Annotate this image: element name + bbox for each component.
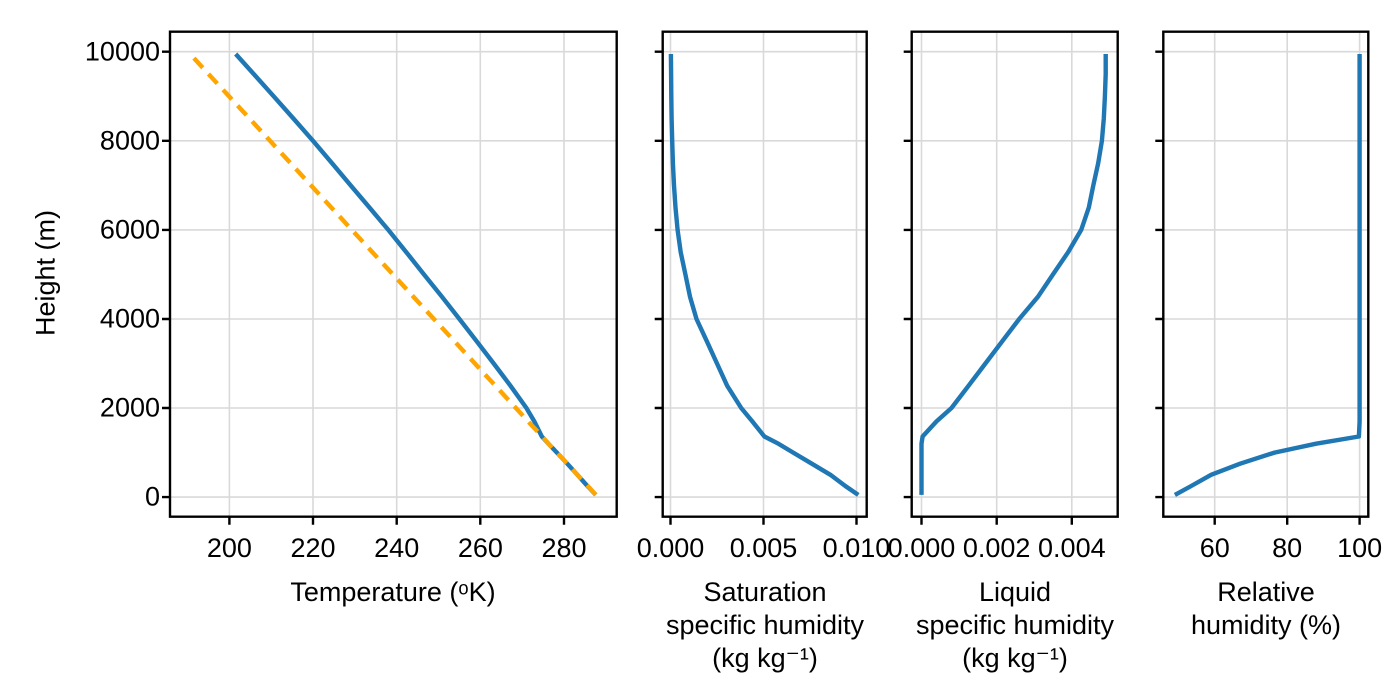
y-tick-label: 2000	[99, 392, 160, 423]
y-tick-label: 0	[144, 481, 160, 512]
x-axis-label-saturation-humidity: Saturation specific humidity (kg kg⁻¹)	[565, 576, 965, 675]
x-axis-label-line: specific humidity	[915, 610, 1115, 640]
y-tick-label: 6000	[99, 214, 160, 245]
gridlines	[911, 31, 1118, 517]
x-axis-label-line: Relative	[1217, 577, 1315, 607]
x-tick-label: 220	[290, 533, 336, 563]
y-tick-label: 8000	[99, 125, 160, 156]
y-axis-label: Height (m)	[30, 209, 61, 337]
tick-marks	[903, 50, 1073, 525]
x-axis-label-temperature: Temperature (ᵒK)	[193, 576, 593, 609]
x-axis-label-relative-humidity: Relative humidity (%)	[1066, 576, 1400, 642]
axes-frame	[661, 30, 868, 518]
x-tick-label: 80	[1272, 533, 1303, 563]
x-tick-label: 200	[206, 533, 252, 563]
x-tick-label: 0.004	[1038, 533, 1106, 563]
x-axis-label-line: Temperature (ᵒK)	[290, 577, 496, 607]
x-axis-label-line: Liquid	[978, 577, 1052, 607]
dry-adiabat-line	[188, 52, 598, 497]
tick-marks	[1155, 50, 1361, 525]
x-tick-label: 0.000	[636, 533, 705, 563]
x-tick-label: 0.002	[962, 533, 1031, 563]
x-tick-label: 260	[457, 533, 503, 563]
x-axis-label-line: (kg kg⁻¹)	[962, 643, 1068, 673]
relative-humidity-line	[1173, 54, 1362, 497]
y-tick-label: 4000	[99, 303, 160, 334]
gridlines	[170, 31, 617, 517]
axes-frame	[910, 30, 1119, 518]
x-axis-label-line: humidity (%)	[1190, 610, 1342, 640]
liquid-specific-humidity-line	[919, 54, 1108, 495]
saturation-specific-humidity-line	[668, 53, 860, 497]
x-axis-label-line: Saturation	[703, 577, 827, 607]
gridlines	[1163, 31, 1369, 517]
axes-frame	[168, 30, 618, 518]
x-tick-label: 240	[374, 533, 420, 563]
x-axis-label-line: (kg kg⁻¹)	[712, 643, 818, 673]
y-tick-label: 10000	[84, 36, 160, 67]
x-tick-label: 0.000	[887, 533, 956, 563]
tick-marks	[654, 50, 858, 525]
axes-frame	[1162, 30, 1370, 518]
temperature-profile-line	[234, 52, 598, 497]
x-tick-label: 280	[541, 533, 587, 563]
x-tick-label: 0.005	[729, 533, 798, 563]
x-axis-label-liquid-humidity: Liquid specific humidity (kg kg⁻¹)	[815, 576, 1215, 675]
tick-marks	[162, 50, 566, 525]
x-tick-label: 100	[1337, 533, 1383, 563]
x-tick-label: 60	[1199, 533, 1230, 563]
x-tick-label: 0.010	[822, 533, 891, 563]
x-axis-label-line: specific humidity	[665, 610, 865, 640]
gridlines	[662, 31, 867, 517]
